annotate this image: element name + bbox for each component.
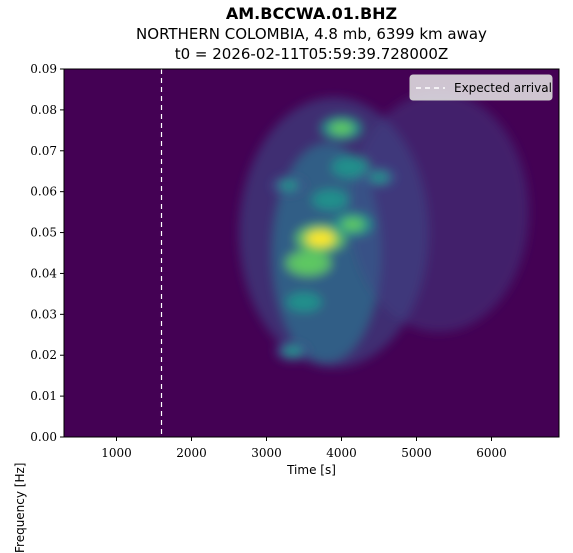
- heat-spot-core: [295, 256, 321, 271]
- legend-label: Expected arrival: [454, 81, 552, 95]
- heat-spot-core: [283, 346, 302, 357]
- x-axis-label: Time [s]: [64, 463, 559, 477]
- y-tick-label: 0.01: [30, 389, 57, 403]
- legend: Expected arrival: [410, 75, 552, 100]
- x-tick-label: 2000: [176, 446, 207, 460]
- heat-spot-core: [330, 122, 354, 136]
- y-tick-label: 0.09: [30, 62, 57, 76]
- y-tick-label: 0.03: [30, 307, 57, 321]
- x-tick-label: 1000: [101, 446, 132, 460]
- heat-spot-core: [279, 180, 299, 191]
- y-tick-label: 0.07: [30, 144, 57, 158]
- y-tick-label: 0.00: [30, 430, 57, 444]
- heat-spot-core: [306, 231, 335, 247]
- x-tick-label: 5000: [401, 446, 432, 460]
- heat-spot-core: [319, 194, 341, 206]
- x-axis-ticks: 1000 2000 3000 4000 5000 6000: [101, 437, 507, 460]
- heat-spot-core: [294, 296, 315, 308]
- y-tick-label: 0.02: [30, 348, 57, 362]
- heat-spot-core: [341, 218, 364, 231]
- y-axis-label: Frequency [Hz]: [13, 463, 27, 553]
- y-axis-ticks: 0.00 0.01 0.02 0.03 0.04 0.05 0.06 0.07 0.08 0.09: [30, 62, 64, 444]
- heat-spot-core: [339, 161, 361, 174]
- x-tick-label: 6000: [476, 446, 507, 460]
- y-tick-label: 0.06: [30, 185, 57, 199]
- energy-glow-tail: [349, 92, 529, 332]
- y-tick-label: 0.05: [30, 226, 57, 240]
- heat-spot-core: [369, 172, 389, 183]
- y-tick-label: 0.04: [30, 266, 57, 280]
- x-tick-label: 4000: [326, 446, 357, 460]
- y-tick-label: 0.08: [30, 103, 57, 117]
- x-tick-label: 3000: [251, 446, 282, 460]
